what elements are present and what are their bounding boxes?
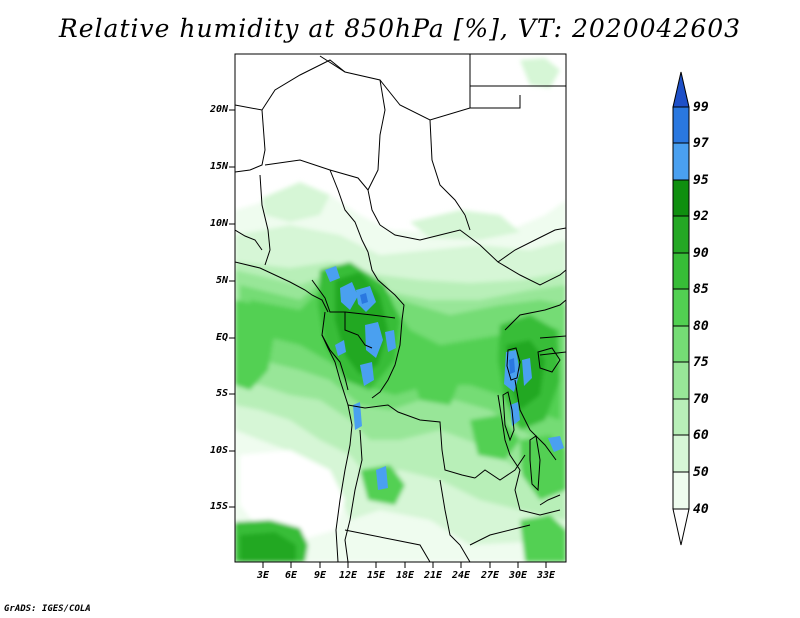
lat-label: 10S — [209, 445, 228, 456]
colorbar-label: 80 — [693, 319, 709, 334]
colorbar-label: 60 — [693, 428, 709, 443]
lon-label: 15E — [366, 570, 386, 581]
chart-title: Relative humidity at 850hPa [%], VT: 202… — [58, 14, 742, 43]
colorbar-label: 99 — [693, 100, 709, 115]
lat-label: 15N — [209, 161, 228, 172]
colorbar-segment — [672, 179, 690, 217]
lon-label: 6E — [284, 570, 298, 581]
colorbar-segment — [672, 106, 690, 144]
lon-label: 12E — [338, 570, 358, 581]
lat-label: 10N — [209, 218, 228, 229]
map-frame — [234, 53, 567, 563]
colorbar — [672, 71, 690, 546]
colorbar-label: 92 — [693, 209, 709, 224]
colorbar-segment — [672, 434, 690, 473]
colorbar-label: 70 — [693, 392, 709, 407]
colorbar-label: 95 — [693, 173, 709, 188]
map-borders — [235, 54, 566, 562]
colorbar-label: 97 — [693, 136, 709, 151]
lon-label: 33E — [536, 570, 556, 581]
colorbar-arrow-top — [672, 71, 690, 108]
credit-text: GrADS: IGES/COLA — [4, 604, 91, 614]
lat-label: 20N — [209, 104, 228, 115]
colorbar-segment — [672, 471, 690, 510]
lon-label: 30E — [508, 570, 528, 581]
colorbar-label: 75 — [693, 355, 709, 370]
colorbar-arrow-bottom — [672, 508, 690, 546]
colorbar-label: 50 — [693, 465, 709, 480]
lon-label: 3E — [256, 570, 270, 581]
colorbar-label: 90 — [693, 246, 709, 261]
lat-label: 5N — [215, 275, 228, 286]
colorbar-label: 85 — [693, 282, 709, 297]
lat-label: 15S — [209, 501, 228, 512]
colorbar-segment — [672, 288, 690, 327]
colorbar-segment — [672, 215, 690, 254]
lon-label: 27E — [480, 570, 500, 581]
colorbar-label: 40 — [693, 502, 709, 517]
colorbar-segment — [672, 142, 690, 181]
lon-label: 9E — [313, 570, 327, 581]
colorbar-segment — [672, 252, 690, 290]
lon-label: 18E — [395, 570, 415, 581]
lat-label: EQ — [215, 332, 228, 343]
axis-ticks — [229, 109, 547, 568]
lon-label: 21E — [423, 570, 443, 581]
lon-label: 24E — [451, 570, 471, 581]
lat-label: 5S — [215, 388, 228, 399]
colorbar-segment — [672, 398, 690, 436]
colorbar-segment — [672, 361, 690, 400]
colorbar-segment — [672, 325, 690, 363]
